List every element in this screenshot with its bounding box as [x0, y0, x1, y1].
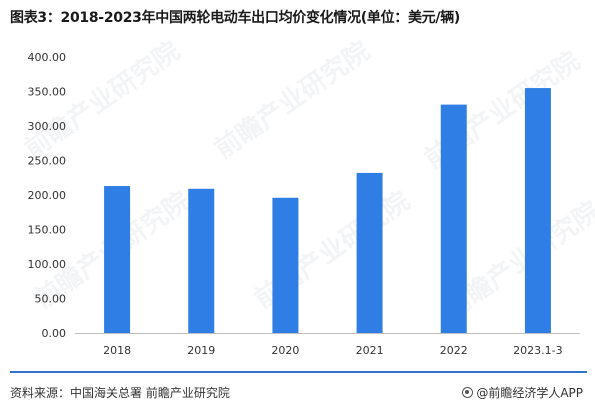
bar	[440, 104, 467, 333]
y-tick-label: 300.00	[28, 120, 67, 133]
x-tick-label: 2021	[356, 344, 384, 357]
footer-divider	[10, 371, 587, 373]
bars	[104, 88, 551, 333]
y-tick-label: 150.00	[28, 224, 67, 237]
y-tick-label: 400.00	[28, 51, 67, 64]
y-tick-label: 50.00	[35, 293, 67, 306]
bar	[356, 172, 383, 333]
x-tick-label: 2018	[103, 344, 131, 357]
y-tick-label: 0.00	[42, 327, 67, 340]
brand-credit: @前瞻经济学人APP	[462, 384, 583, 401]
chart-title: 图表3：2018-2023年中国两轮电动车出口均价变化情况(单位：美元/辆)	[10, 10, 460, 26]
source-note: 资料来源：中国海关总署 前瞻产业研究院	[10, 386, 230, 400]
brand-logo-icon	[462, 387, 474, 398]
bar	[524, 88, 551, 333]
bar	[188, 188, 215, 333]
x-tick-label: 2022	[440, 344, 468, 357]
x-tick-label: 2019	[187, 344, 215, 357]
bar	[272, 197, 299, 333]
x-axis: 2018 2019 2020 2021 2022 2023.1-3	[75, 333, 580, 357]
bar	[104, 186, 131, 333]
y-tick-label: 100.00	[28, 258, 67, 271]
y-tick-label: 250.00	[28, 155, 67, 168]
x-tick-label: 2023.1-3	[513, 344, 562, 357]
x-tick-label: 2020	[271, 344, 299, 357]
brand-text: @前瞻经济学人APP	[476, 386, 583, 400]
bar-chart: 0.00 50.00 100.00 150.00 200.00 250.00 300.00 3…	[28, 51, 580, 357]
y-axis: 0.00 50.00 100.00 150.00 200.00 250.00 300.00 3…	[28, 51, 67, 340]
y-tick-label: 350.00	[28, 86, 67, 99]
y-tick-label: 200.00	[28, 189, 67, 202]
